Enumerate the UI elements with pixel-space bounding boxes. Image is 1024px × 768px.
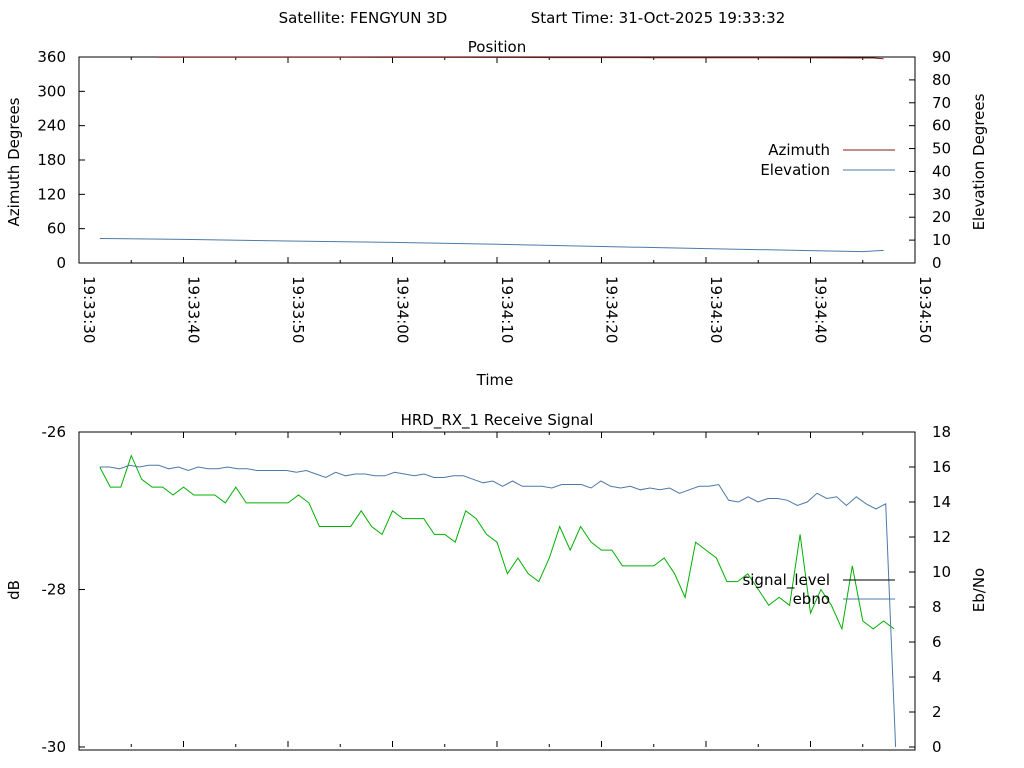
y-right-tick-label: 6 bbox=[932, 633, 942, 651]
satellite-label: Satellite: FENGYUN 3D bbox=[279, 9, 448, 27]
x-tick-label: 19:34:10 bbox=[498, 276, 516, 343]
position-chart-title: Position bbox=[468, 38, 526, 56]
elevation-axis-label: Elevation Degrees bbox=[970, 93, 988, 230]
signal-chart: HRD_RX_1 Receive Signal -26 -28 -30 0 2 4 6 8 10… bbox=[5, 411, 988, 756]
y-left-tick-label: -28 bbox=[42, 581, 67, 599]
ebno-series-line bbox=[99, 464, 897, 748]
y-right-tick-label: 0 bbox=[932, 254, 942, 272]
azimuth-axis-label: Azimuth Degrees bbox=[5, 97, 23, 226]
y-right-tick-label: 0 bbox=[932, 738, 942, 756]
signal-chart-title: HRD_RX_1 Receive Signal bbox=[401, 411, 594, 430]
y-right-tick-label: 90 bbox=[932, 48, 951, 66]
y-right-tick-label: 60 bbox=[932, 117, 951, 135]
signal-plot-frame bbox=[78, 431, 916, 751]
y-right-tick-label: 70 bbox=[932, 94, 951, 112]
y-right-tick-label: 10 bbox=[932, 231, 951, 249]
y-left-tick-label: 180 bbox=[37, 151, 66, 169]
y-left-tick-label: 120 bbox=[37, 185, 66, 203]
y-right-tick-label: 14 bbox=[932, 493, 951, 511]
y-right-tick-label: 50 bbox=[932, 140, 951, 158]
y-left-tick-label: -30 bbox=[42, 738, 67, 756]
position-chart: Position 19:33:30 19:33:40 19:33:50 19:34:0… bbox=[5, 38, 988, 389]
x-tick-label: 19:34:20 bbox=[603, 276, 621, 343]
time-axis-label: Time bbox=[476, 371, 514, 389]
y-left-tick-label: 300 bbox=[37, 82, 66, 100]
x-tick-label: 19:34:40 bbox=[812, 276, 830, 343]
y-left-tick-label: -26 bbox=[42, 423, 67, 441]
legend-label-ebno: ebno bbox=[793, 590, 830, 608]
y-right-tick-label: 16 bbox=[932, 458, 951, 476]
db-axis-label: dB bbox=[5, 580, 23, 600]
y-right-tick-label: 20 bbox=[932, 208, 951, 226]
y-left-tick-label: 240 bbox=[37, 117, 66, 135]
ebno-axis-label: Eb/No bbox=[970, 568, 988, 612]
signal-level-series-line bbox=[99, 454, 895, 631]
legend-label-azimuth: Azimuth bbox=[768, 141, 830, 159]
y-right-tick-label: 4 bbox=[932, 668, 942, 686]
position-legend: Azimuth Elevation bbox=[760, 141, 895, 179]
y-right-tick-label: 30 bbox=[932, 185, 951, 203]
y-left-tick-label: 60 bbox=[47, 220, 66, 238]
y-right-tick-label: 10 bbox=[932, 563, 951, 581]
y-left-tick-label: 360 bbox=[37, 48, 66, 66]
x-tick-label: 19:34:30 bbox=[707, 276, 725, 343]
y-right-tick-label: 40 bbox=[932, 162, 951, 180]
start-time-label: Start Time: 31-Oct-2025 19:33:32 bbox=[531, 9, 786, 27]
y-right-tick-label: 80 bbox=[932, 71, 951, 89]
azimuth-series-line bbox=[157, 56, 884, 60]
y-left-tick-label: 0 bbox=[56, 254, 66, 272]
position-plot-frame bbox=[78, 56, 916, 264]
x-tick-label: 19:34:00 bbox=[394, 276, 412, 343]
y-right-tick-label: 8 bbox=[932, 598, 942, 616]
y-right-tick-label: 12 bbox=[932, 528, 951, 546]
legend-label-elevation: Elevation bbox=[760, 161, 830, 179]
legend-label-signal-level: signal_level bbox=[742, 571, 830, 590]
x-tick-label: 19:33:50 bbox=[289, 276, 307, 343]
y-right-tick-label: 18 bbox=[932, 423, 951, 441]
x-tick-label: 19:33:30 bbox=[80, 276, 98, 343]
y-right-tick-label: 2 bbox=[932, 703, 942, 721]
x-tick-label: 19:34:50 bbox=[916, 276, 934, 343]
x-tick-label: 19:33:40 bbox=[185, 276, 203, 343]
elevation-series-line bbox=[99, 238, 884, 253]
